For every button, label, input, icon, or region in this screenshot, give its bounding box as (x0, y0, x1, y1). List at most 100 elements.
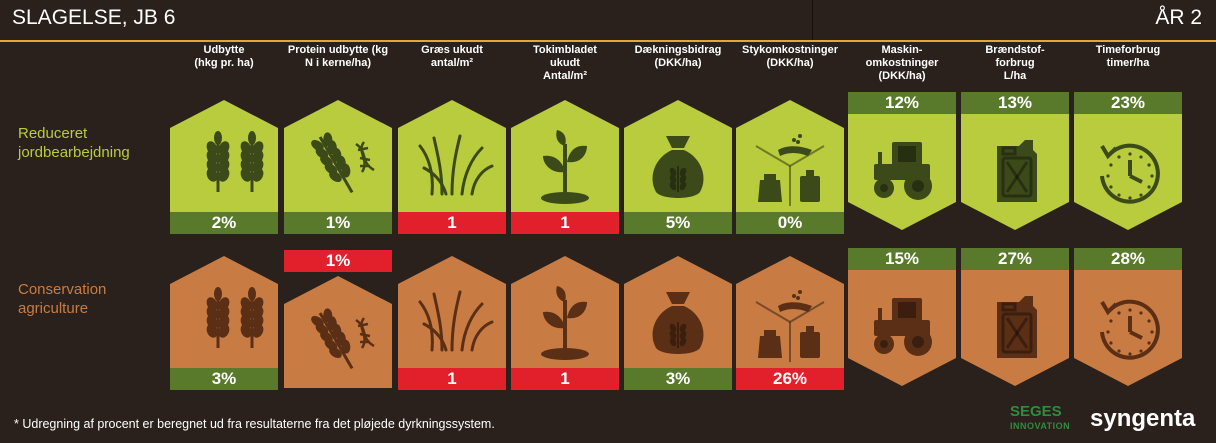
tile-shape (961, 114, 1069, 230)
metric-tile (398, 100, 506, 220)
top-bar: SLAGELSE, JB 6 ÅR 2 (0, 0, 1216, 42)
column-header-line: ukudt (550, 57, 580, 69)
metric-tile (284, 276, 392, 396)
column-header-line: (DKK/ha) (654, 57, 702, 69)
metric-tile (848, 114, 956, 234)
tile-shape (848, 270, 956, 386)
tile-shape (848, 114, 956, 230)
column-header: Græs ukudt antal/m² (392, 44, 512, 70)
column-header-line: (DKK/ha) (878, 70, 926, 82)
tile-shape (398, 100, 506, 212)
column-header: Brændstof-forbrug L/ha (955, 44, 1075, 83)
metric-tile (170, 256, 278, 376)
tile-shape (170, 256, 278, 368)
metric-tile (170, 100, 278, 220)
tile-shape (511, 100, 619, 212)
column-header-line: Dækningsbidrag (634, 44, 722, 56)
column-header-line: L/ha (1003, 70, 1027, 82)
tile-shape (961, 270, 1069, 386)
column-header-line: Udbytte (203, 44, 245, 56)
seedling-icon (541, 130, 589, 204)
column-header-line: Brændstof- (985, 44, 1045, 56)
value-badge: 13% (961, 92, 1069, 114)
value-badge: 28% (1074, 248, 1182, 270)
clock-icon (1100, 143, 1160, 204)
jerrycan-icon (997, 296, 1037, 358)
metric-tile (1074, 270, 1182, 390)
metric-tile (398, 256, 506, 376)
column-header-line: forbrug (995, 57, 1035, 69)
row-label-line: jordbearbejdning (18, 144, 130, 161)
metric-tile (511, 256, 619, 376)
wheat-dna-icon (311, 308, 375, 370)
tile-shape (511, 256, 619, 368)
value-badge: 1 (398, 212, 506, 234)
tile-shape (284, 276, 392, 388)
tile-shape (736, 256, 844, 368)
value-badge: 5% (624, 212, 732, 234)
column-header: Timeforbrug timer/ha (1068, 44, 1188, 70)
tile-shape (624, 256, 732, 368)
row-label-line: Conservation (18, 281, 107, 298)
metric-tile (624, 100, 732, 220)
column-header-line: Antal/m² (543, 70, 587, 82)
column-header: Maskin-omkostninger (DKK/ha) (842, 44, 962, 83)
row-label-conservation: Conservation agriculture (18, 280, 106, 318)
value-badge: 1 (398, 368, 506, 390)
row-label-line: Reduceret (18, 125, 88, 142)
column-header: Tokimbladet ukudt Antal/m² (505, 44, 625, 83)
column-header-line: N i kerne/ha) (304, 57, 372, 69)
syngenta-logo: syngenta (1090, 405, 1196, 432)
row-label-line: agriculture (18, 300, 89, 317)
tractor-icon (874, 142, 932, 200)
column-header: Udbytte (hkg pr. ha) (164, 44, 284, 70)
wheat-icon (206, 131, 264, 192)
value-badge: 3% (170, 368, 278, 390)
row-label-reduceret: Reduceret jordbearbejdning (18, 124, 130, 162)
money-bag-icon (652, 136, 704, 198)
column-header: Stykomkostninger (DKK/ha) (730, 44, 850, 70)
column-header-line: omkostninger (865, 57, 939, 69)
metric-tile (736, 100, 844, 220)
divider (812, 0, 813, 40)
value-badge: 3% (624, 368, 732, 390)
seedling-icon (541, 286, 589, 360)
column-header: Protein udbytte (kg N i kerne/ha) (278, 44, 398, 70)
grass-icon (418, 134, 494, 196)
value-badge: 23% (1074, 92, 1182, 114)
clock-icon (1100, 299, 1160, 360)
money-bag-icon (652, 292, 704, 354)
column-header-line: antal/m² (430, 57, 474, 69)
metric-tile (961, 270, 1069, 390)
column-header-line: timer/ha (1106, 57, 1150, 69)
tile-shape (1074, 114, 1182, 230)
metric-tile (961, 114, 1069, 234)
value-badge: 1% (284, 250, 392, 272)
year-label: ÅR 2 (1155, 6, 1202, 29)
tile-shape (736, 100, 844, 212)
value-badge: 1% (284, 212, 392, 234)
tile-shape (170, 100, 278, 212)
column-header-line: (DKK/ha) (766, 57, 814, 69)
metric-tile (848, 270, 956, 390)
wheat-icon (206, 287, 264, 348)
value-badge: 1 (511, 212, 619, 234)
grass-icon (418, 290, 494, 352)
value-badge: 1 (511, 368, 619, 390)
metric-tile (624, 256, 732, 376)
column-header-line: Tokimbladet (533, 44, 597, 56)
tractor-icon (874, 298, 932, 356)
value-badge: 2% (170, 212, 278, 234)
column-header-line: Stykomkostninger (742, 44, 838, 56)
metric-tile (1074, 114, 1182, 234)
column-header-line: (hkg pr. ha) (194, 57, 254, 69)
tile-shape (284, 100, 392, 212)
tile-shape (624, 100, 732, 212)
column-header-line: Græs ukudt (421, 44, 483, 56)
metric-tile (284, 100, 392, 220)
column-header-line: Maskin- (881, 44, 923, 56)
tile-shape (1074, 270, 1182, 386)
metric-tile (511, 100, 619, 220)
jerrycan-icon (997, 140, 1037, 202)
wheat-dna-icon (311, 132, 375, 194)
